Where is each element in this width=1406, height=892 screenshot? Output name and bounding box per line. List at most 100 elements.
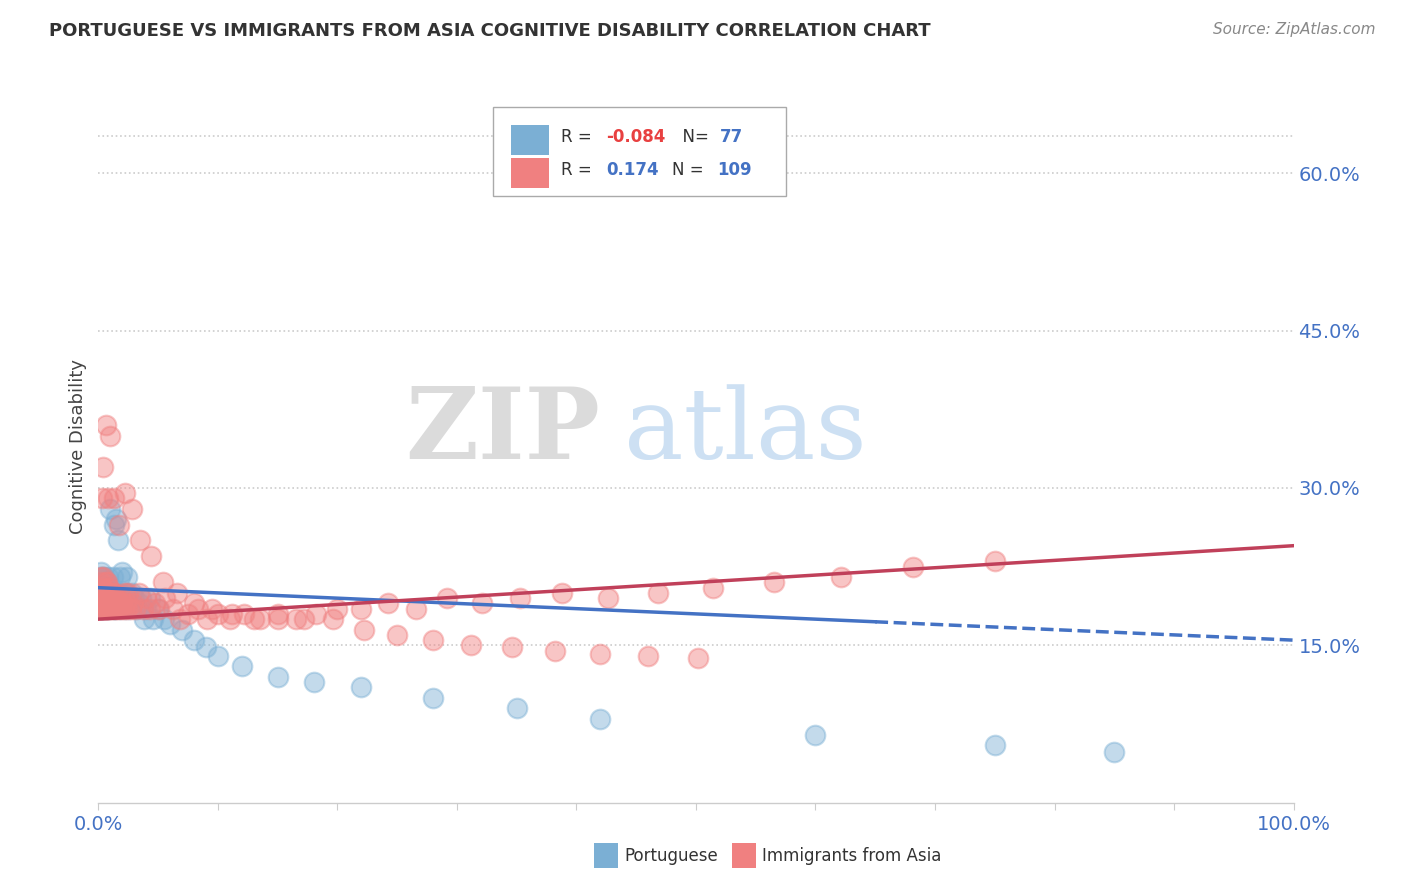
- Point: [100, 586, 122, 600]
- Point: [94, 575, 117, 590]
- Point: [135, 591, 157, 606]
- Point: [107, 517, 129, 532]
- Point: [101, 596, 124, 610]
- Point: [91, 581, 114, 595]
- Point: [121, 502, 143, 516]
- Point: [114, 601, 136, 615]
- Point: [94, 601, 117, 615]
- Point: [460, 639, 482, 653]
- Point: [984, 554, 1007, 568]
- Bar: [733, 844, 756, 869]
- Point: [302, 675, 325, 690]
- Point: [91, 601, 114, 615]
- Point: [104, 586, 127, 600]
- Point: [93, 596, 115, 610]
- Point: [201, 601, 224, 615]
- Point: [98, 586, 122, 600]
- Point: [96, 591, 118, 606]
- Point: [104, 601, 127, 615]
- Text: 0.174: 0.174: [606, 161, 659, 178]
- Point: [97, 586, 120, 600]
- Text: Portuguese: Portuguese: [624, 847, 718, 865]
- Point: [131, 601, 153, 615]
- Point: [93, 586, 115, 600]
- Point: [105, 601, 128, 615]
- Point: [93, 570, 115, 584]
- Point: [98, 502, 122, 516]
- Point: [267, 607, 290, 621]
- Point: [148, 601, 170, 615]
- Point: [292, 612, 315, 626]
- Point: [103, 517, 125, 532]
- Point: [830, 570, 852, 584]
- Point: [506, 701, 529, 715]
- Point: [112, 591, 135, 606]
- Point: [89, 575, 111, 590]
- Point: [117, 586, 139, 600]
- Bar: [510, 125, 548, 154]
- Point: [101, 586, 124, 600]
- Point: [96, 575, 118, 590]
- Point: [405, 601, 427, 615]
- Point: [322, 612, 344, 626]
- Point: [702, 581, 724, 595]
- Point: [94, 417, 117, 432]
- Point: [91, 596, 114, 610]
- Text: R =: R =: [561, 161, 598, 178]
- Point: [91, 570, 114, 584]
- Point: [96, 601, 118, 615]
- Point: [91, 586, 114, 600]
- Point: [98, 596, 121, 610]
- Point: [114, 486, 136, 500]
- FancyBboxPatch shape: [494, 107, 786, 196]
- Point: [96, 575, 118, 590]
- Point: [89, 591, 111, 606]
- Point: [90, 601, 112, 615]
- Point: [91, 581, 114, 595]
- Point: [115, 586, 138, 600]
- Point: [97, 601, 120, 615]
- Point: [105, 591, 128, 606]
- Point: [117, 591, 139, 606]
- Point: [94, 601, 117, 615]
- Point: [187, 601, 209, 615]
- Point: [305, 607, 328, 621]
- Point: [115, 570, 138, 584]
- Point: [98, 601, 122, 615]
- Text: R =: R =: [561, 128, 598, 146]
- Point: [111, 596, 134, 610]
- Point: [267, 670, 290, 684]
- Point: [385, 628, 409, 642]
- Point: [422, 690, 444, 705]
- Point: [131, 591, 153, 606]
- Point: [326, 601, 349, 615]
- Point: [143, 596, 166, 610]
- Point: [90, 586, 112, 600]
- Point: [762, 575, 785, 590]
- Point: [183, 596, 205, 610]
- Point: [93, 596, 115, 610]
- Point: [124, 591, 146, 606]
- Point: [350, 681, 373, 695]
- Point: [108, 570, 131, 584]
- Y-axis label: Cognitive Disability: Cognitive Disability: [69, 359, 87, 533]
- Point: [91, 601, 114, 615]
- Point: [91, 491, 114, 506]
- Point: [98, 591, 121, 606]
- Point: [122, 596, 145, 610]
- Point: [207, 648, 229, 663]
- Point: [162, 601, 184, 615]
- Point: [589, 712, 612, 726]
- Point: [100, 596, 122, 610]
- Point: [96, 601, 118, 615]
- Point: [101, 570, 124, 584]
- Point: [637, 648, 659, 663]
- Point: [94, 586, 117, 600]
- Point: [688, 651, 710, 665]
- Point: [139, 601, 162, 615]
- Point: [100, 591, 122, 606]
- Point: [100, 601, 122, 615]
- Point: [107, 596, 129, 610]
- Point: [108, 601, 131, 615]
- Point: [436, 591, 458, 606]
